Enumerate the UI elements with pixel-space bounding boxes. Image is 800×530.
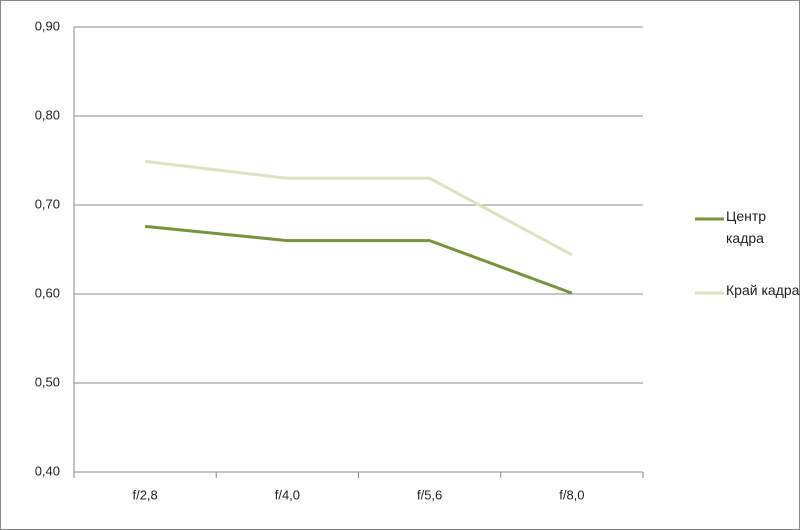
legend-label: Край кадра bbox=[726, 282, 800, 298]
x-tick-label: f/5,6 bbox=[417, 487, 442, 502]
x-tick-label: f/2,8 bbox=[132, 487, 157, 502]
y-tick-label: 0,90 bbox=[35, 18, 60, 33]
series-line bbox=[144, 159, 573, 257]
series-line bbox=[144, 224, 573, 295]
y-tick-label: 0,80 bbox=[35, 107, 60, 122]
y-tick-label: 0,40 bbox=[35, 463, 60, 478]
legend-label: Центр кадра bbox=[726, 208, 767, 246]
y-tick-label: 0,50 bbox=[35, 374, 60, 389]
y-tick-label: 0,60 bbox=[35, 285, 60, 300]
x-tick-label: f/4,0 bbox=[275, 487, 300, 502]
x-tick-label: f/8,0 bbox=[559, 487, 584, 502]
y-tick-label: 0,70 bbox=[35, 196, 60, 211]
